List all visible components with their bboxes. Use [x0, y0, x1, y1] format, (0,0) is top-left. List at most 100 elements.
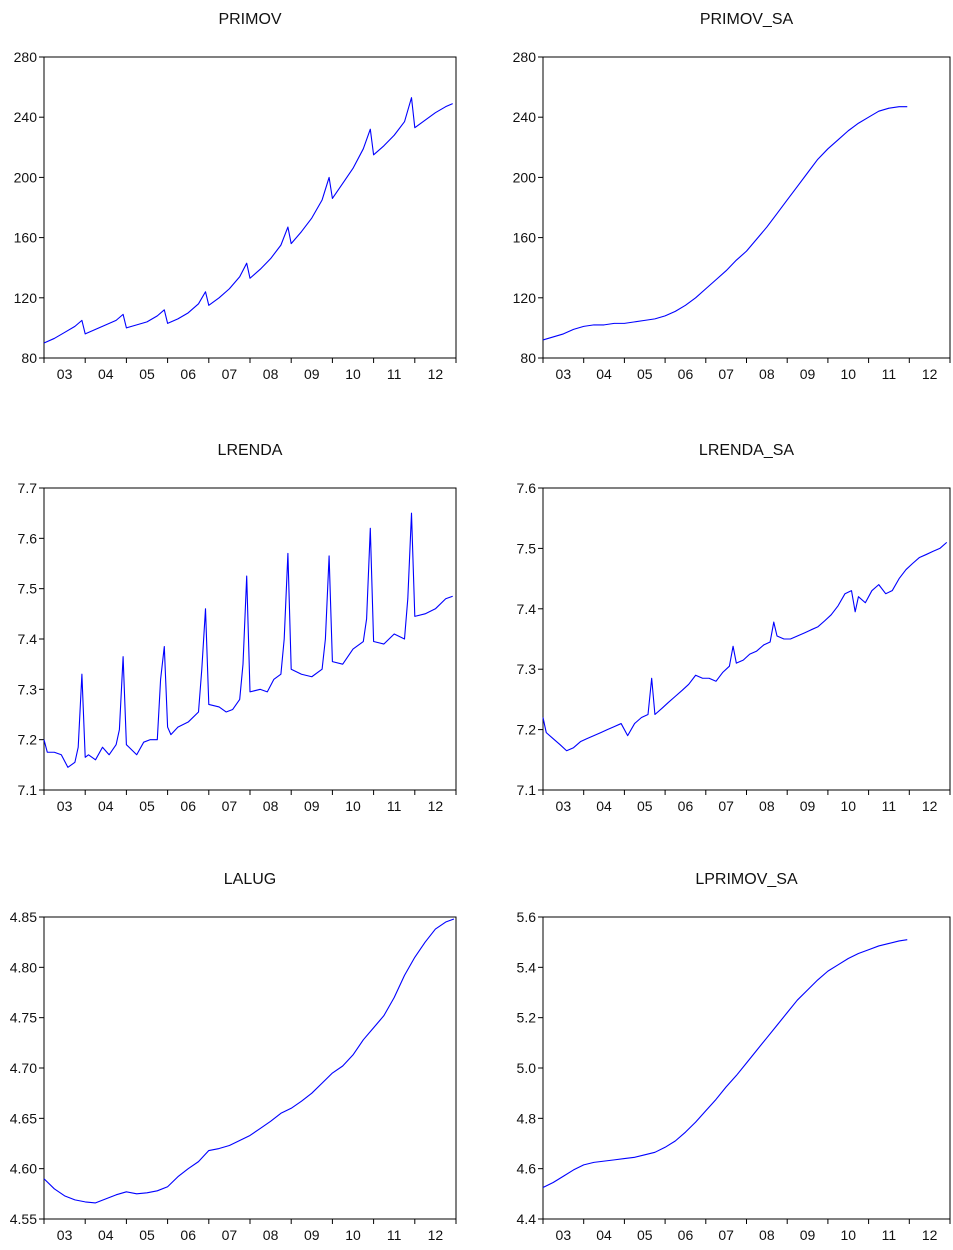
y-tick-label: 5.4: [517, 959, 537, 975]
plot-frame: [542, 56, 951, 359]
chart-panel-5: LALUG 4.55 4.60 4.65 4.70 4.75 4.80 4.85 03 04 05 0…: [10, 871, 457, 1243]
x-tick-label: 08: [759, 798, 775, 814]
x-tick-label: 10: [840, 798, 856, 814]
x-tick-label: 12: [428, 798, 444, 814]
x-tick-label: 07: [222, 366, 238, 382]
x-tick-label: 12: [922, 366, 938, 382]
chart-panel-1: PRIMOV 80 120 160 200 240 280 03 04 05 06 07 08 09 10 1…: [14, 11, 457, 382]
y-tick-label: 4.8: [517, 1110, 537, 1126]
plot-frame: [542, 487, 951, 791]
x-tick-label: 06: [678, 1227, 694, 1243]
x-tick-label: 09: [304, 798, 320, 814]
x-tick-label: 08: [263, 798, 279, 814]
y-tick-label: 7.6: [517, 480, 537, 496]
x-tick-label: 03: [57, 798, 73, 814]
chart-title: LRENDA_SA: [699, 442, 794, 459]
x-tick-label: 07: [718, 366, 734, 382]
x-tick-label: 06: [180, 798, 196, 814]
y-tick-label: 4.80: [10, 959, 37, 975]
chart-title: PRIMOV: [218, 11, 281, 28]
y-tick-label: 80: [520, 350, 536, 366]
y-tick-label: 7.1: [517, 782, 537, 798]
x-tick-label: 06: [180, 1227, 196, 1243]
x-tick-label: 09: [800, 1227, 816, 1243]
x-tick-label: 12: [922, 798, 938, 814]
x-tick-label: 09: [304, 366, 320, 382]
y-tick-label: 7.4: [517, 601, 537, 617]
y-tick-label: 7.7: [18, 480, 38, 496]
x-tick-label: 08: [759, 1227, 775, 1243]
y-tick-label: 4.70: [10, 1060, 37, 1076]
x-tick-label: 09: [304, 1227, 320, 1243]
chart-title: LALUG: [224, 871, 276, 888]
x-tick-label: 09: [800, 366, 816, 382]
y-tick-label: 7.3: [18, 681, 38, 697]
x-tick-label: 05: [139, 366, 155, 382]
x-tick-label: 11: [882, 1227, 897, 1243]
x-tick-label: 05: [637, 366, 653, 382]
y-tick-label: 240: [513, 109, 537, 125]
y-tick-label: 4.75: [10, 1010, 37, 1026]
x-tick-label: 04: [98, 366, 114, 382]
y-tick-label: 7.5: [517, 540, 537, 556]
x-tick-label: 10: [345, 366, 361, 382]
y-tick-label: 5.0: [517, 1060, 537, 1076]
series-line: [43, 512, 453, 768]
y-tick-label: 4.55: [10, 1211, 37, 1227]
y-tick-label: 200: [14, 169, 38, 185]
x-tick-label: 09: [800, 798, 816, 814]
x-tick-label: 03: [556, 1227, 572, 1243]
plot-frame: [43, 56, 457, 359]
x-tick-label: 10: [840, 1227, 856, 1243]
x-tick-label: 05: [139, 1227, 155, 1243]
series-line: [542, 106, 908, 341]
y-tick-label: 200: [513, 169, 537, 185]
chart-title: LPRIMOV_SA: [695, 871, 798, 888]
chart-panel-4: LRENDA_SA 7.1 7.2 7.3 7.4 7.5 7.6 03 04 05 06 07 08 0…: [517, 442, 951, 814]
x-tick-label: 11: [387, 1227, 402, 1243]
x-tick-label: 12: [428, 366, 444, 382]
series-line: [43, 918, 455, 1204]
x-tick-label: 08: [263, 1227, 279, 1243]
series-line: [43, 97, 453, 344]
y-tick-label: 280: [14, 49, 38, 65]
x-tick-label: 10: [345, 1227, 361, 1243]
x-tick-label: 05: [139, 798, 155, 814]
y-tick-label: 7.5: [18, 581, 38, 597]
y-tick-label: 7.3: [517, 661, 537, 677]
plot-frame: [43, 916, 457, 1220]
x-tick-label: 03: [57, 366, 73, 382]
x-tick-label: 03: [57, 1227, 73, 1243]
y-tick-label: 160: [14, 230, 38, 246]
chart-title: LRENDA: [218, 442, 283, 459]
x-tick-label: 06: [678, 366, 694, 382]
x-tick-label: 10: [345, 798, 361, 814]
y-tick-label: 4.6: [517, 1161, 537, 1177]
y-tick-label: 5.6: [517, 909, 537, 925]
y-tick-label: 7.1: [18, 782, 38, 798]
y-tick-label: 4.4: [517, 1211, 537, 1227]
x-tick-label: 04: [98, 1227, 114, 1243]
y-tick-label: 4.85: [10, 909, 37, 925]
series-line: [542, 541, 948, 752]
x-tick-label: 04: [596, 1227, 612, 1243]
y-tick-label: 160: [513, 230, 537, 246]
x-tick-label: 11: [387, 366, 402, 382]
plot-frame: [43, 487, 457, 791]
x-tick-label: 07: [718, 1227, 734, 1243]
x-tick-label: 11: [882, 366, 897, 382]
y-tick-label: 80: [21, 350, 37, 366]
plot-frame: [542, 916, 951, 1220]
x-tick-label: 03: [556, 798, 572, 814]
chart-title: PRIMOV_SA: [700, 11, 794, 28]
y-tick-label: 5.2: [517, 1010, 537, 1026]
y-tick-label: 240: [14, 109, 38, 125]
y-tick-label: 7.6: [18, 530, 38, 546]
x-tick-label: 05: [637, 798, 653, 814]
x-tick-label: 07: [222, 1227, 238, 1243]
x-tick-label: 06: [678, 798, 694, 814]
x-tick-label: 03: [556, 366, 572, 382]
y-tick-label: 7.2: [18, 732, 38, 748]
y-tick-label: 4.60: [10, 1161, 37, 1177]
